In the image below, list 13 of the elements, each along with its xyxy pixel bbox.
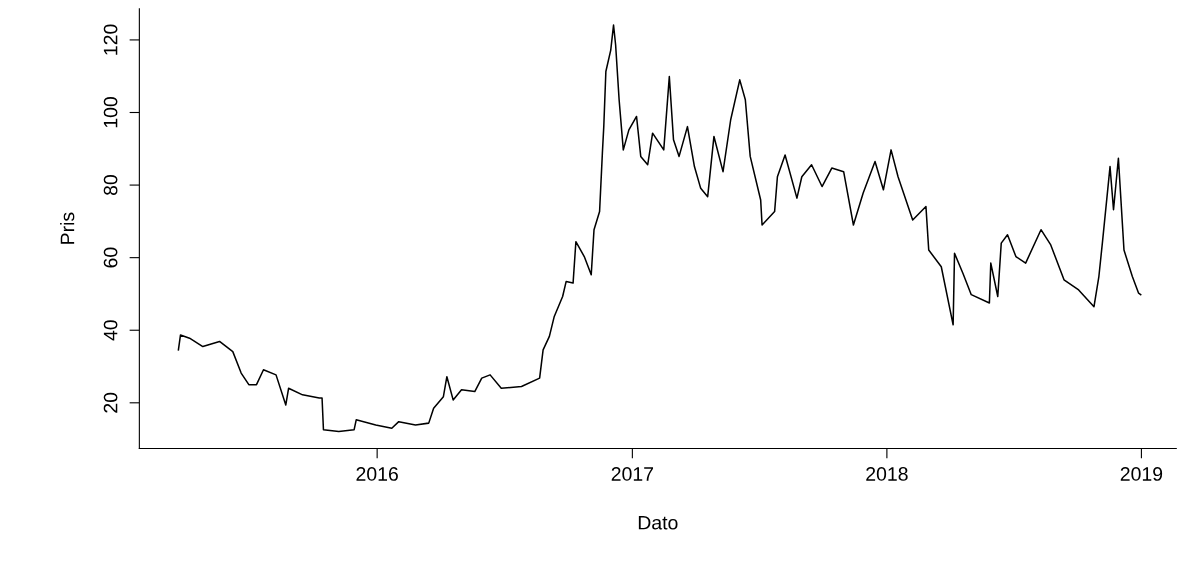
y-tick-label: 20 — [103, 392, 118, 413]
y-tick-label: 100 — [103, 97, 118, 128]
x-axis-title: Dato — [638, 515, 678, 530]
y-tick-label: 120 — [103, 24, 118, 55]
line-series — [177, 24, 1142, 433]
y-tick-label: 80 — [103, 175, 118, 196]
x-tick-label: 2018 — [866, 467, 908, 481]
x-tick-label: 2019 — [1120, 467, 1163, 481]
y-tick-label: 40 — [103, 320, 118, 341]
y-tick-label: 60 — [103, 247, 118, 268]
x-tick-label: 2016 — [356, 467, 398, 481]
y-axis-title: Pris — [60, 212, 75, 244]
x-tick-label: 2017 — [611, 467, 654, 481]
